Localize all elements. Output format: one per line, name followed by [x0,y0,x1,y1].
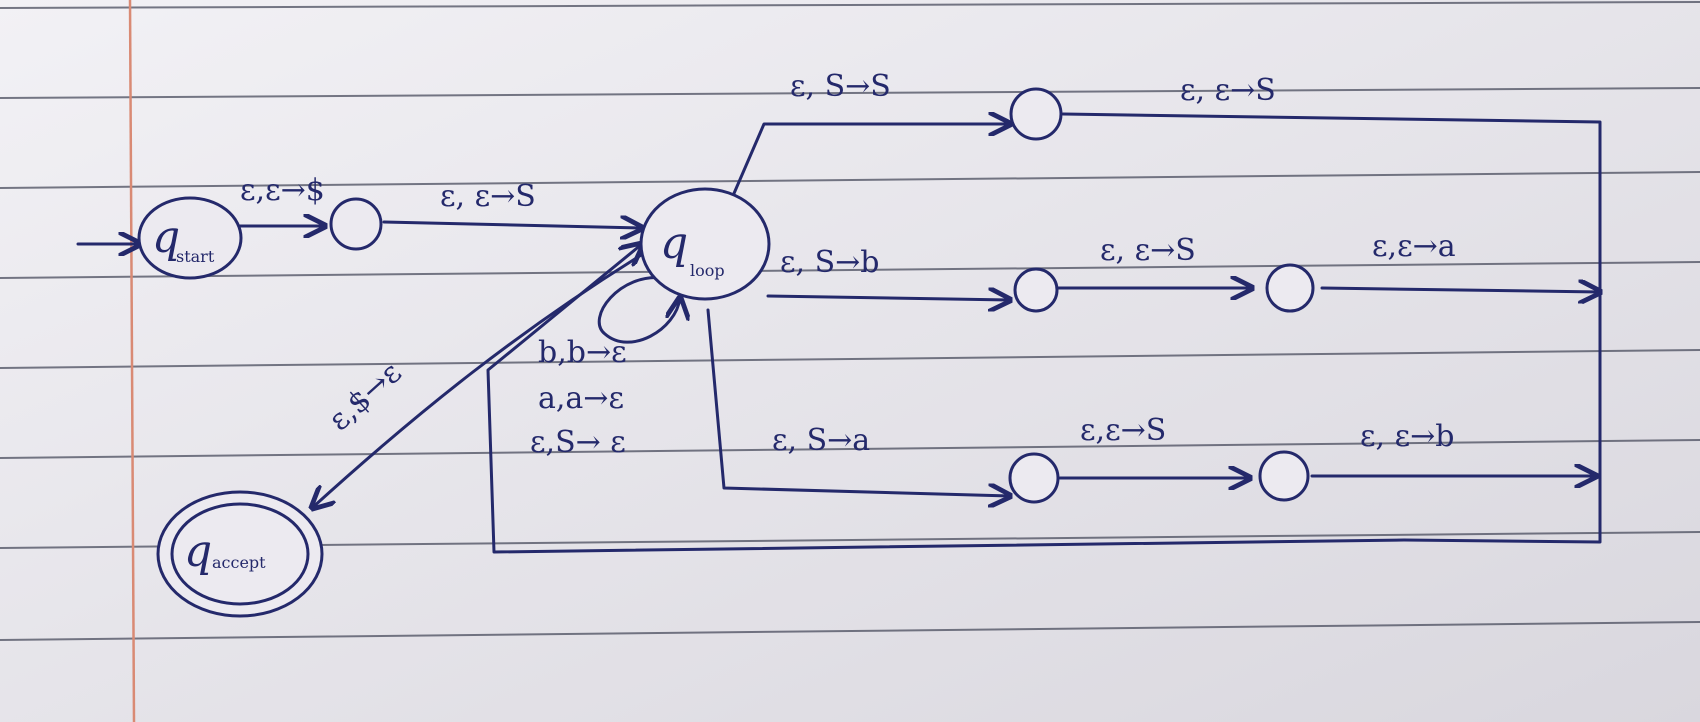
state-accept-inner [170,502,310,606]
state-middle-1 [1013,267,1059,313]
state-upper-1 [1009,87,1063,141]
edge-loop-middle [766,296,1010,300]
edge-return-loop [486,244,1406,554]
edge-loop-lower [706,308,1010,496]
label-self-loop-3: ε,S→ ε [530,425,626,460]
label-lower-branch: ε, S→a [772,423,870,458]
state-loop [639,187,771,301]
label-lower-branch-2: ε,ε→S [1080,413,1166,448]
label-lower-branch-3: ε, ε→b [1360,419,1455,454]
margin-line [128,0,136,722]
edge-middle-3 [1320,288,1600,292]
states [137,87,1315,618]
state-start-sub: start [176,247,215,266]
label-middle-branch-2: ε, ε→S [1100,233,1196,268]
label-start-push: ε,ε→$ [240,173,325,208]
state-start [137,196,243,280]
label-middle-branch-3: ε,ε→a [1372,229,1456,264]
edge-upper-return [1061,112,1602,544]
edge-loop-upper [730,124,1010,200]
edge-loop-accept [312,250,648,508]
label-self-loop-2: a,a→ε [538,381,624,416]
label-middle-branch: ε, S→b [780,245,880,280]
state-names: q start q loop q accept [152,212,725,577]
edge-self-loop [597,276,680,344]
state-accept-name: q [184,526,212,577]
edge-s1-loop [382,222,642,228]
state-accept-sub: accept [212,553,266,572]
edges [76,112,1602,554]
state-middle-2 [1265,263,1315,313]
label-upper-branch-2: ε, ε→S [1180,73,1276,108]
state-s1 [329,197,383,251]
label-push-s: ε, ε→S [440,179,536,214]
ruled-lines [0,1,1700,641]
state-loop-name: q [660,218,688,269]
state-start-name: q [152,212,180,263]
label-self-loop-1: b,b→ε [538,335,627,370]
state-loop-sub: loop [690,261,725,280]
state-lower-1 [1008,452,1060,504]
label-upper-branch: ε, S→S [790,69,891,104]
state-lower-2 [1258,450,1310,502]
